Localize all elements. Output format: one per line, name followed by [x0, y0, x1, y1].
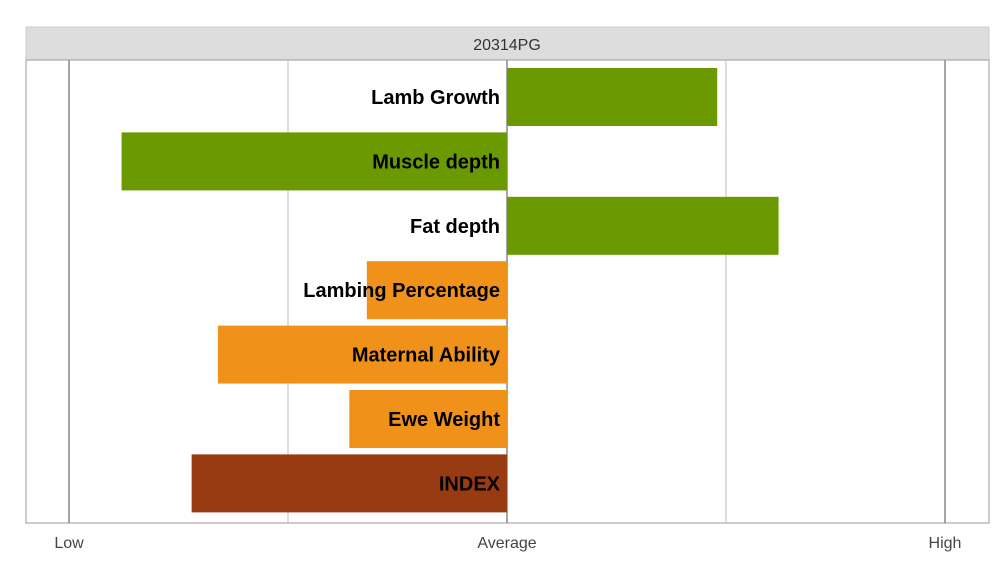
- bar-label-muscle-depth: Muscle depth: [372, 151, 500, 173]
- bar-index: [191, 454, 507, 513]
- bars: [121, 68, 779, 513]
- bar-labels: Lamb Growth Muscle depth Fat depth Lambing …: [303, 87, 501, 495]
- chart-title-bar: [25, 26, 990, 61]
- bar-lamb-growth: [507, 68, 718, 126]
- tick-label-average: Average: [477, 535, 536, 552]
- bar-label-ewe-weight: Ewe Weight: [388, 409, 500, 431]
- bar-label-lamb-growth: Lamb Growth: [371, 87, 500, 109]
- bar-ewe-weight: [349, 390, 507, 448]
- bar-label-index: INDEX: [439, 473, 501, 495]
- axis-tick-labels: Low Average High: [54, 535, 961, 552]
- bar-maternal-ability: [217, 325, 508, 384]
- bar-fat-depth: [507, 196, 779, 255]
- tick-label-high: High: [929, 535, 962, 552]
- bar-muscle-depth: [121, 132, 507, 191]
- chart-title: 20314PG: [473, 37, 541, 54]
- bar-label-lambing-percentage: Lambing Percentage: [303, 280, 500, 302]
- tick-label-low: Low: [54, 535, 84, 552]
- bar-label-maternal-ability: Maternal Ability: [352, 345, 501, 367]
- bar-label-fat-depth: Fat depth: [410, 216, 500, 238]
- bar-lambing-percentage: [366, 261, 507, 320]
